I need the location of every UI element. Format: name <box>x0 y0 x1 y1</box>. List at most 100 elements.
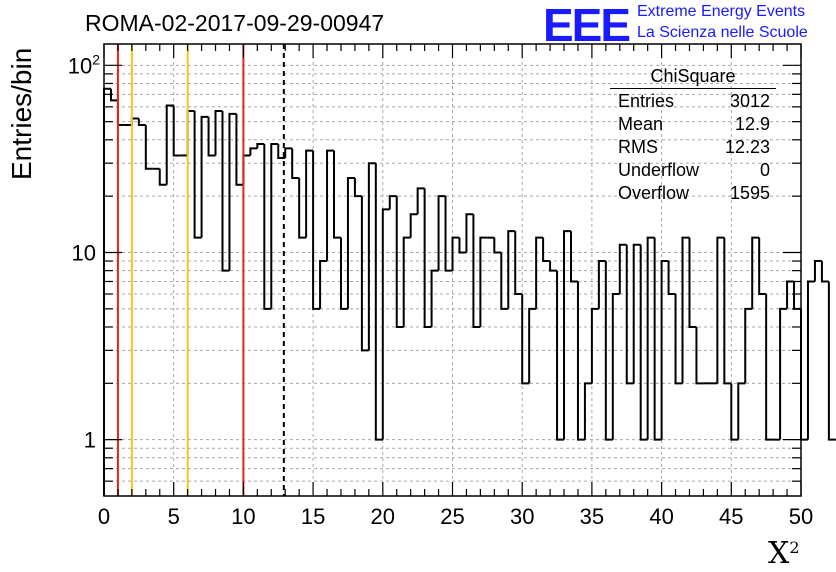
threshold-lines <box>116 44 285 496</box>
histogram-bin <box>200 115 209 238</box>
x-tick-label: 15 <box>301 504 325 529</box>
histogram-bin <box>793 281 801 310</box>
histogram-bin <box>521 294 530 385</box>
histogram-bin <box>221 111 230 272</box>
histogram-bin <box>479 236 488 327</box>
x-tick-label: 30 <box>510 504 534 529</box>
grid-lines <box>104 44 801 496</box>
stats-label: Mean <box>618 114 664 134</box>
histogram-bin <box>758 237 767 296</box>
histogram-bin <box>549 261 558 272</box>
histogram-bin <box>576 281 585 441</box>
x-axis-label-text: X <box>768 536 790 571</box>
stats-box: ChiSquare Entries 3012 Mean 12.9 RMS 12.23 … <box>610 66 776 205</box>
histogram-bin <box>535 236 544 309</box>
x-axis-label: X2 <box>768 536 800 571</box>
histogram-bin <box>256 142 265 149</box>
histogram-bin <box>569 231 578 283</box>
histogram-bin <box>688 237 697 328</box>
stats-value: 1595 <box>729 183 770 203</box>
eee-logo: EEE <box>543 0 631 51</box>
stats-label: Underflow <box>618 160 700 180</box>
histogram-bin <box>186 110 195 156</box>
histogram-bin <box>800 308 808 441</box>
histogram-bin <box>653 237 662 441</box>
stats-value: 12.9 <box>734 114 770 134</box>
histogram-bin <box>563 230 571 440</box>
histogram-bin <box>465 213 474 253</box>
stats-value: 12.23 <box>724 137 770 157</box>
histogram-bin <box>214 110 223 156</box>
histogram-bin <box>388 195 397 210</box>
histogram-bin <box>326 149 335 262</box>
histogram-bin <box>207 116 216 157</box>
histogram-bin <box>402 236 411 327</box>
x-tick-label: 45 <box>719 504 743 529</box>
histogram-bin <box>374 163 383 441</box>
histogram-bin <box>291 148 300 180</box>
histogram-bin <box>172 105 181 157</box>
stats-row-underflow: Underflow 0 <box>610 159 776 182</box>
histogram-bin <box>409 213 418 238</box>
y-tick-label: 102 <box>68 51 100 78</box>
histogram-bin <box>583 382 592 440</box>
histogram-bin <box>416 187 425 215</box>
histogram-bin <box>312 150 321 310</box>
histogram-bin <box>507 230 516 309</box>
stats-row-rms: RMS 12.23 <box>610 136 776 159</box>
histogram-bin <box>353 178 362 198</box>
histogram-bin <box>542 237 551 263</box>
histogram-bin <box>444 196 453 272</box>
histogram-bin <box>597 260 606 309</box>
x-tick-label: 10 <box>231 504 255 529</box>
histogram-bin <box>737 382 746 440</box>
y-tick-label: 10 <box>72 240 96 265</box>
histogram-bin <box>360 196 369 352</box>
histogram-bin <box>284 147 293 158</box>
histogram-bin <box>472 214 481 328</box>
histogram-bin <box>514 231 523 296</box>
y-axis-label: Entries/bin <box>6 47 37 180</box>
histogram-bin <box>263 143 272 310</box>
histogram-bin <box>228 112 237 271</box>
histogram-bin <box>109 88 118 102</box>
x-tick-label: 25 <box>440 504 464 529</box>
x-tick-label: 0 <box>98 504 110 529</box>
x-tick-label: 20 <box>371 504 395 529</box>
stats-value: 3012 <box>729 91 770 111</box>
histogram-bin <box>451 236 460 271</box>
histogram-bin <box>137 118 146 126</box>
x-tick-label: 50 <box>789 504 813 529</box>
histogram-bin <box>611 293 620 440</box>
x-tick-label: 40 <box>649 504 673 529</box>
histogram-bin <box>625 244 634 385</box>
histogram-bin <box>820 261 829 283</box>
stats-row-entries: Entries 3012 <box>610 90 776 113</box>
stats-label: RMS <box>618 137 658 157</box>
stats-label: Overflow <box>618 183 690 203</box>
histogram-bin <box>395 196 404 328</box>
histogram-bin <box>193 111 202 239</box>
histogram-bin <box>277 143 286 159</box>
stats-row-mean: Mean 12.9 <box>610 113 776 136</box>
x-tick-label: 35 <box>580 504 604 529</box>
histogram-bin <box>660 260 669 440</box>
axis-ticks <box>103 44 802 496</box>
histogram-bin <box>458 237 467 254</box>
histogram-bin <box>103 87 111 496</box>
histogram-bin <box>618 243 627 295</box>
histogram-bin <box>319 260 328 309</box>
histogram-bin <box>165 104 174 185</box>
histogram-bin <box>681 236 690 384</box>
histogram-bin <box>723 237 732 385</box>
histogram-bin <box>235 113 244 186</box>
histogram-bin <box>604 261 613 441</box>
histogram-bin <box>242 154 251 185</box>
histogram-bin <box>806 280 815 440</box>
histogram-bin <box>423 188 432 328</box>
x-tick-label: 5 <box>168 504 180 529</box>
histogram-bin <box>716 236 725 384</box>
axis-tick-labels: 0 5 10 15 20 25 30 35 40 45 50 1 10 102 <box>68 51 814 529</box>
histogram-bin <box>556 270 565 441</box>
